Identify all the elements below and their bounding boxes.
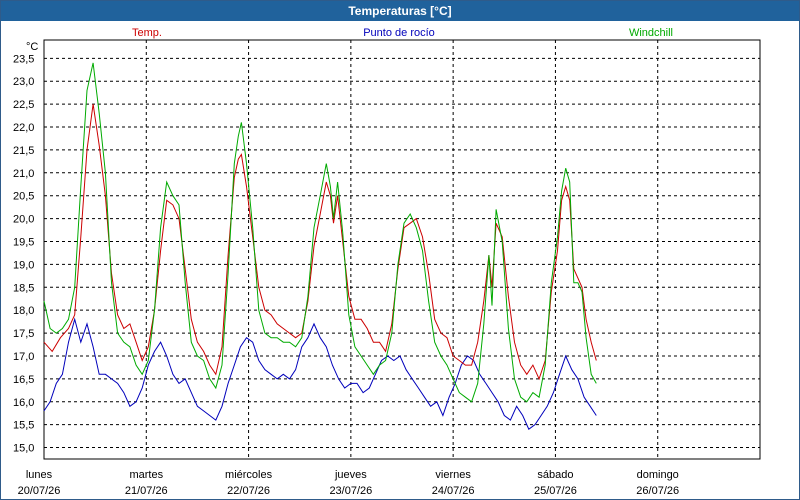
windchill-series-line bbox=[43, 62, 597, 403]
x-tick-day-label: lunes bbox=[26, 469, 53, 481]
y-tick-labels: 23,5 23,0 22,5 22,0 21,5 21,0 20,5 20,0 19,5 19,0… bbox=[13, 53, 34, 454]
y-tick-label: 18,0 bbox=[13, 305, 34, 317]
x-tick-labels: lunes 20/07/26 martes 21/07/26 miércoles 22/0… bbox=[18, 469, 680, 497]
y-tick-label: 22,0 bbox=[13, 122, 34, 134]
x-tick-date-label: 23/07/26 bbox=[329, 485, 372, 497]
y-tick-label: 20,0 bbox=[13, 214, 34, 226]
legend-dew-point: Punto de rocío bbox=[363, 27, 435, 39]
legend-temp: Temp. bbox=[132, 27, 162, 39]
y-tick-label: 23,0 bbox=[13, 76, 34, 88]
y-tick-label: 16,5 bbox=[13, 374, 34, 386]
y-tick-label: 21,5 bbox=[13, 145, 34, 157]
y-tick-label: 23,5 bbox=[13, 53, 34, 65]
series-lines bbox=[43, 62, 597, 430]
x-tick-day-label: domingo bbox=[637, 469, 679, 481]
y-tick-label: 17,5 bbox=[13, 328, 34, 340]
y-tick-label: 21,0 bbox=[13, 168, 34, 180]
y-tick-label: 22,5 bbox=[13, 99, 34, 111]
x-tick-day-label: sábado bbox=[537, 469, 573, 481]
y-tick-label: 15,5 bbox=[13, 420, 34, 432]
y-tick-label: 19,5 bbox=[13, 236, 34, 248]
x-tick-day-label: jueves bbox=[334, 469, 367, 481]
x-tick-date-label: 22/07/26 bbox=[227, 485, 270, 497]
x-tick-day-label: martes bbox=[129, 469, 163, 481]
dew-point-series-line bbox=[43, 317, 597, 430]
y-tick-label: 15,0 bbox=[13, 443, 34, 455]
x-tick-date-label: 20/07/26 bbox=[18, 485, 61, 497]
x-tick-date-label: 24/07/26 bbox=[432, 485, 475, 497]
x-tick-date-label: 26/07/26 bbox=[636, 485, 679, 497]
x-tick-date-label: 21/07/26 bbox=[125, 485, 168, 497]
plot-area bbox=[43, 39, 761, 460]
y-tick-label: 18,5 bbox=[13, 282, 34, 294]
y-tick-label: 20,5 bbox=[13, 191, 34, 203]
temp-series-line bbox=[43, 104, 597, 381]
y-tick-label: 19,0 bbox=[13, 259, 34, 271]
x-tick-day-label: miércoles bbox=[225, 469, 273, 481]
x-tick-date-label: 25/07/26 bbox=[534, 485, 577, 497]
y-gridlines bbox=[44, 57, 760, 449]
y-axis-unit-label: °C bbox=[26, 41, 38, 53]
legend-windchill: Windchill bbox=[629, 27, 673, 39]
y-tick-label: 17,0 bbox=[13, 351, 34, 363]
x-tick-day-label: viernes bbox=[435, 469, 471, 481]
window-title: Temperaturas [°C] bbox=[1, 1, 799, 21]
y-tick-label: 16,0 bbox=[13, 397, 34, 409]
